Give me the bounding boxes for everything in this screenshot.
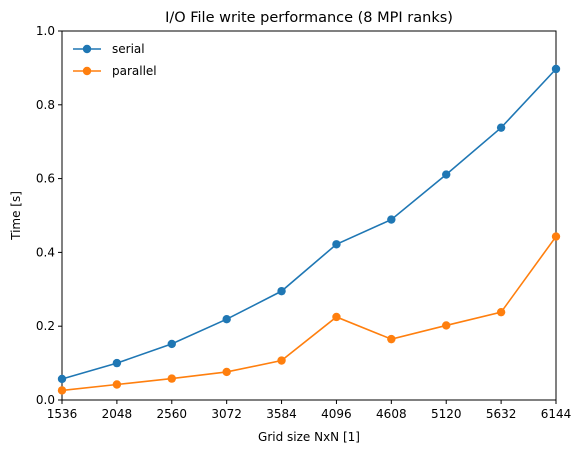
y-tick-label: 0.6 — [36, 172, 55, 186]
x-axis: 1536 2048 2560 3072 3584 4096 4608 5120 5632 6144 — [47, 400, 572, 421]
data-point-parallel — [332, 312, 341, 322]
data-point-parallel — [551, 232, 561, 241]
data-point-serial — [277, 286, 286, 296]
data-point-serial — [167, 339, 176, 349]
legend-item-parallel: parallel — [73, 64, 157, 78]
series-line-parallel — [61, 236, 557, 392]
y-axis-title: Time [s] — [9, 191, 23, 241]
data-point-parallel — [496, 307, 506, 317]
x-tick-label: 2560 — [157, 407, 188, 421]
x-tick-label: 5120 — [431, 407, 462, 421]
y-axis: 0.0 0.2 0.4 0.6 0.8 1.0 — [36, 24, 62, 407]
data-point-serial — [442, 170, 451, 179]
legend-marker — [82, 66, 92, 76]
data-point-parallel — [222, 367, 231, 377]
x-tick-label: 4608 — [376, 407, 407, 421]
data-point-parallel — [387, 334, 396, 344]
y-tick-label: 0.4 — [36, 245, 55, 259]
chart-title: I/O File write performance (8 MPI ranks) — [165, 10, 453, 26]
x-tick-label: 3072 — [211, 407, 242, 421]
y-tick-label: 0.2 — [36, 319, 55, 333]
data-point-serial — [222, 314, 231, 324]
series-line-serial — [61, 68, 557, 380]
data-point-parallel — [277, 356, 286, 365]
data-point-serial — [112, 358, 122, 368]
x-tick-label: 6144 — [541, 407, 572, 421]
x-tick-label: 4096 — [321, 407, 352, 421]
y-tick-label: 1.0 — [36, 24, 55, 38]
legend-item-serial: serial — [73, 42, 145, 56]
legend: serial parallel — [73, 42, 157, 78]
x-axis-title: Grid size NxN [1] — [258, 430, 360, 444]
series-layer — [57, 64, 561, 395]
data-point-serial — [332, 240, 341, 249]
data-point-serial — [496, 123, 506, 132]
legend-label: serial — [112, 42, 145, 56]
series-serial — [57, 64, 561, 384]
x-tick-label: 5632 — [486, 407, 517, 421]
data-point-parallel — [57, 386, 67, 395]
series-parallel — [57, 232, 561, 395]
y-tick-label: 0.0 — [36, 393, 55, 407]
x-tick-label: 3584 — [266, 407, 297, 421]
x-tick-label: 2048 — [102, 407, 133, 421]
data-point-parallel — [167, 374, 176, 383]
data-point-parallel — [442, 321, 451, 330]
data-point-serial — [57, 374, 67, 384]
legend-label: parallel — [112, 64, 157, 78]
data-point-serial — [551, 64, 561, 74]
y-tick-label: 0.8 — [36, 98, 55, 112]
data-point-parallel — [112, 380, 122, 389]
data-point-serial — [387, 215, 396, 224]
x-tick-label: 1536 — [47, 407, 78, 421]
legend-marker — [82, 44, 92, 54]
plot-frame — [61, 30, 557, 401]
